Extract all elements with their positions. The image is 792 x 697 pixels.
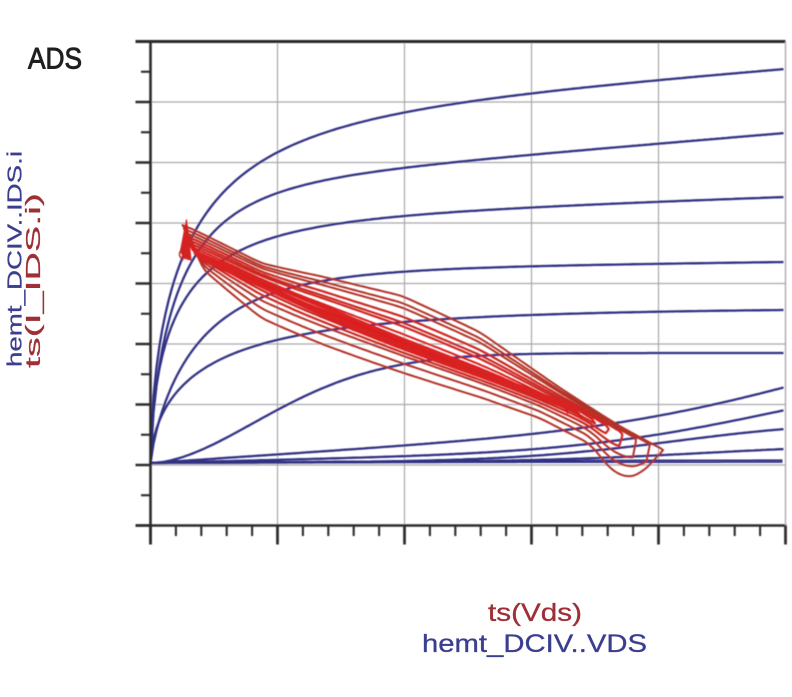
svg-text:hemt_DCIV..VDS: hemt_DCIV..VDS [422, 630, 647, 658]
svg-text:ts(I_IDS.i): ts(I_IDS.i) [22, 193, 45, 368]
svg-text:ADS: ADS [28, 43, 82, 76]
svg-text:hemt_DCIV..IDS.i: hemt_DCIV..IDS.i [4, 151, 27, 367]
svg-text:ts(Vds): ts(Vds) [488, 599, 582, 627]
